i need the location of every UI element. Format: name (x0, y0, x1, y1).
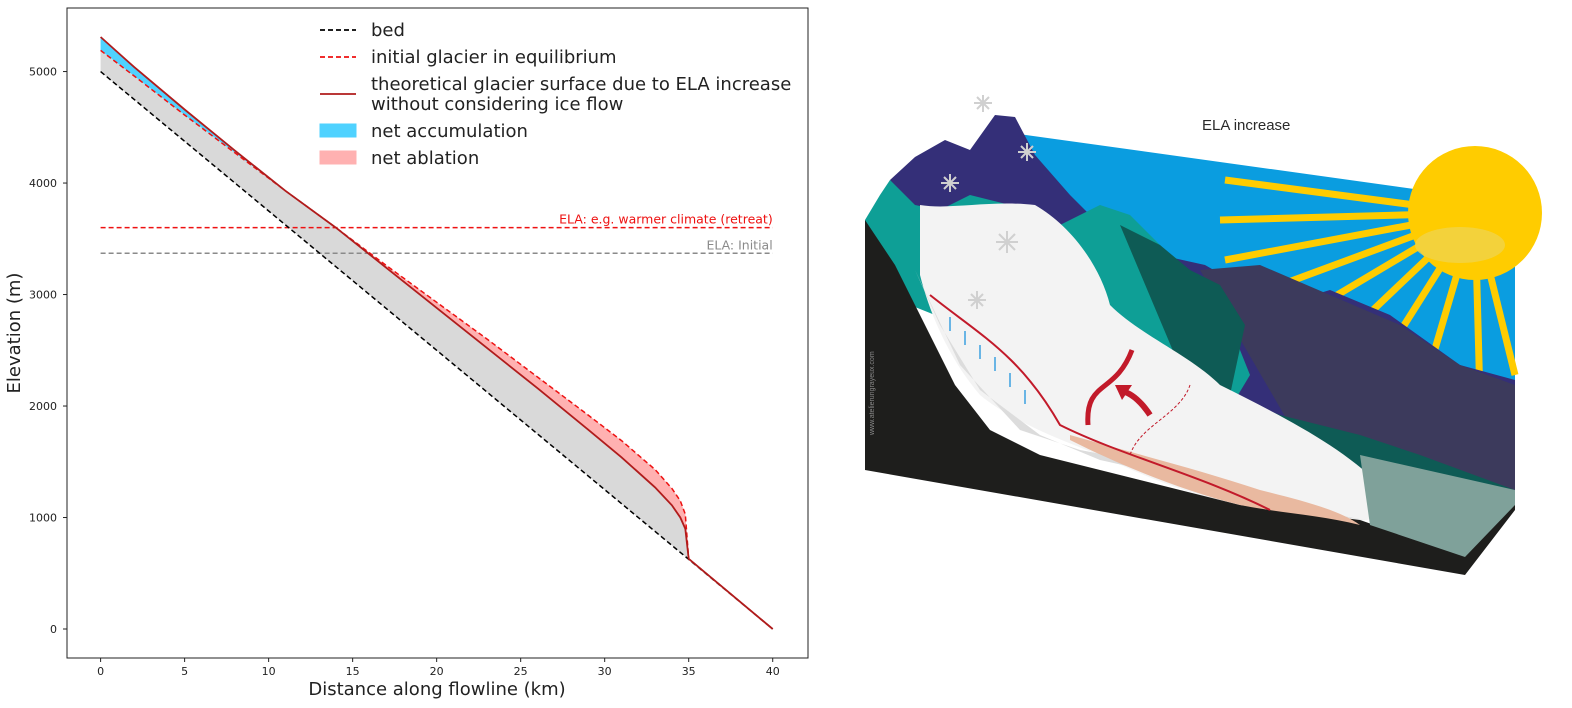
x-tick-label: 20 (430, 665, 444, 678)
y-tick-label: 4000 (29, 177, 57, 190)
arrow-head (1115, 385, 1132, 400)
y-tick-label: 2000 (29, 400, 57, 413)
y-tick-label: 1000 (29, 512, 57, 525)
line-layer: ELA: e.g. warmer climate (retreat) ELA: I… (99, 36, 774, 630)
lake (1360, 455, 1515, 557)
x-tick-label: 5 (181, 665, 188, 678)
plot-frame (66, 7, 809, 659)
ela-initial-label: ELA: Initial (706, 237, 772, 252)
x-axis-label: Distance along flowline (km) (308, 679, 565, 700)
legend-bed-label: bed (371, 20, 405, 41)
glacier-ice-area (100, 50, 689, 560)
legend-theoretical-surface-label: theoretical glacier surface due to ELA i… (371, 74, 791, 95)
bed-line (100, 71, 774, 630)
ela-line (1085, 349, 1135, 426)
ela-increase-illustration: ELA increase www.atelierungrayeux.com (865, 95, 1542, 575)
tick-layer: 0 5 10 15 20 25 30 35 40 0 1000 2000 3000 4000 5000 (29, 66, 780, 678)
y-tick-label: 3000 (29, 289, 57, 302)
x-tick-label: 40 (766, 665, 780, 678)
ground-block (865, 220, 1515, 575)
initial-ela-line (1129, 384, 1191, 456)
glacier-surface-line (929, 294, 1271, 511)
x-tick-label: 30 (598, 665, 612, 678)
ablation-zone (1070, 435, 1360, 525)
credit-text: www.atelierungrayeux.com (869, 351, 876, 436)
theoretical-surface-line (99, 36, 774, 630)
cloud (1415, 227, 1505, 263)
y-tick-label: 0 (50, 623, 57, 636)
ela-retreat-label: ELA: e.g. warmer climate (retreat) (559, 212, 773, 227)
elevation-profile-chart: ELA: e.g. warmer climate (retreat) ELA: I… (4, 7, 809, 700)
x-tick-label: 15 (346, 665, 360, 678)
legend-theoretical-surface-label: without considering ice flow (371, 94, 623, 115)
y-axis-label: Elevation (m) (4, 273, 25, 394)
legend-net-accumulation-label: net accumulation (371, 121, 528, 142)
illustration-title: ELA increase (1202, 117, 1290, 134)
legend: bed initial glacier in equilibrium theoret… (319, 20, 791, 169)
net-accumulation-area (100, 37, 336, 228)
x-tick-label: 25 (514, 665, 528, 678)
legend-initial-glacier-in-equilibrium-label: initial glacier in equilibrium (371, 47, 617, 68)
dark-teal-ridge (1120, 225, 1515, 505)
accumulation-arrows (949, 317, 1026, 404)
legend-net-ablation-label: net ablation (371, 148, 479, 169)
fill-layer (100, 37, 689, 560)
initial-glacier-line (100, 49, 774, 630)
x-tick-label: 35 (682, 665, 696, 678)
snowflake-icons (941, 95, 1036, 309)
x-tick-label: 10 (262, 665, 276, 678)
glacier-ice (920, 203, 1382, 522)
legend-net-accumulation-swatch (319, 123, 357, 138)
y-tick-label: 5000 (29, 66, 57, 79)
far-ridge (1200, 265, 1515, 490)
x-tick-label: 0 (97, 665, 104, 678)
legend-net-ablation-swatch (319, 150, 357, 165)
